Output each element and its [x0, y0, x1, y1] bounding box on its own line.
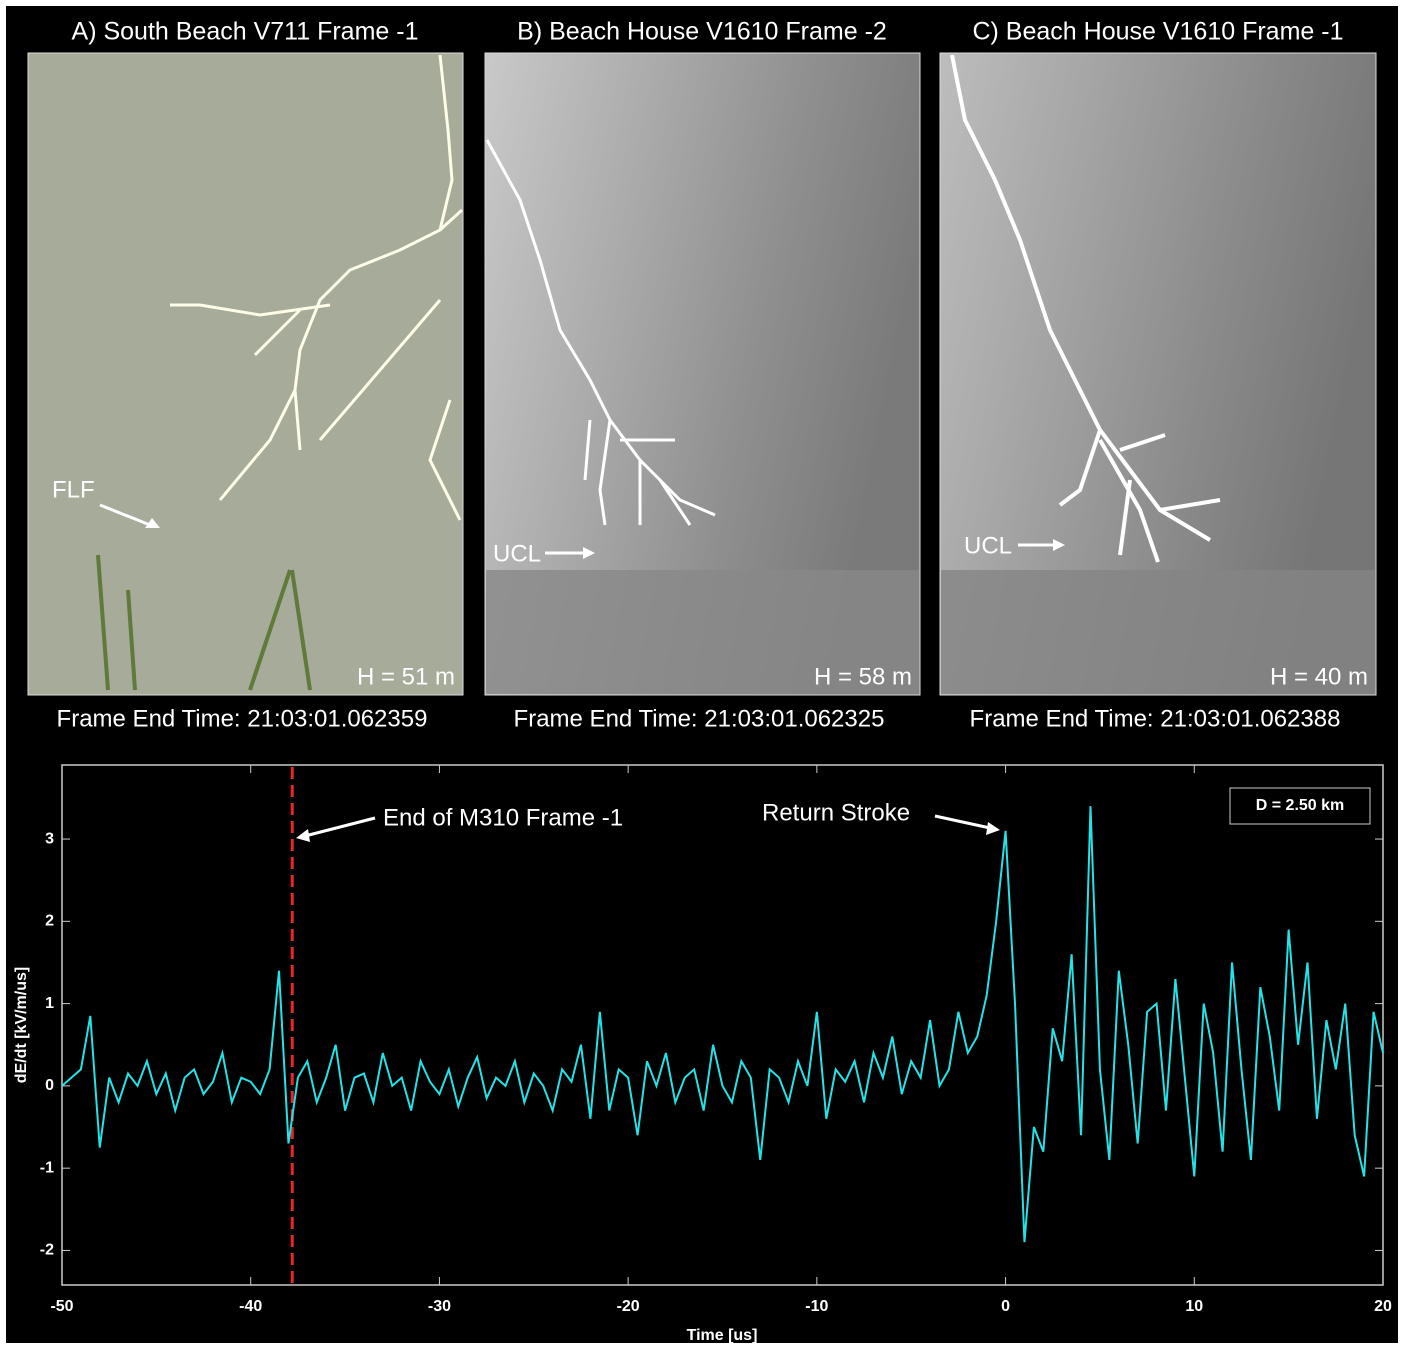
x-tick-label: 20 [1374, 1298, 1392, 1315]
frame-time: Frame End Time: 21:03:01.062359 [57, 705, 428, 732]
height-label: H = 51 m [357, 663, 455, 690]
height-label: H = 40 m [1270, 663, 1368, 690]
x-tick-label: -30 [428, 1298, 451, 1315]
frame-time: Frame End Time: 21:03:01.062325 [514, 705, 885, 732]
photo-a [28, 53, 463, 695]
annotation: End of M310 Frame -1 [383, 804, 623, 831]
panel-label: FLF [52, 476, 95, 503]
y-axis-label: dE/dt [kV/m/us] [13, 967, 30, 1083]
figure: End of M310 Frame -1 Return Stroke D = 2… [0, 0, 1402, 1347]
x-tick-label: -50 [50, 1298, 73, 1315]
x-tick-label: 0 [1001, 1298, 1010, 1315]
y-tick-label: -1 [40, 1159, 54, 1176]
y-tick-label: 2 [45, 913, 54, 930]
x-tick-label: -20 [617, 1298, 640, 1315]
panel-label: UCL [964, 532, 1012, 559]
y-tick-label: 0 [45, 1077, 54, 1094]
x-tick-label: -10 [805, 1298, 828, 1315]
panel-label: UCL [493, 540, 541, 567]
x-tick-label: -40 [239, 1298, 262, 1315]
legend-text: D = 2.50 km [1256, 797, 1345, 814]
x-tick-label: 10 [1185, 1298, 1203, 1315]
y-tick-label: -2 [40, 1242, 54, 1259]
x-axis-label: Time [us] [687, 1327, 758, 1344]
panel-title: B) Beach House V1610 Frame -2 [517, 18, 887, 46]
annotation: Return Stroke [762, 799, 910, 826]
height-label: H = 58 m [814, 663, 912, 690]
frame-time: Frame End Time: 21:03:01.062388 [970, 705, 1341, 732]
y-tick-label: 1 [45, 995, 54, 1012]
panel-title: A) South Beach V711 Frame -1 [72, 18, 419, 46]
y-tick-label: 3 [45, 830, 54, 847]
panel-title: C) Beach House V1610 Frame -1 [972, 18, 1343, 46]
